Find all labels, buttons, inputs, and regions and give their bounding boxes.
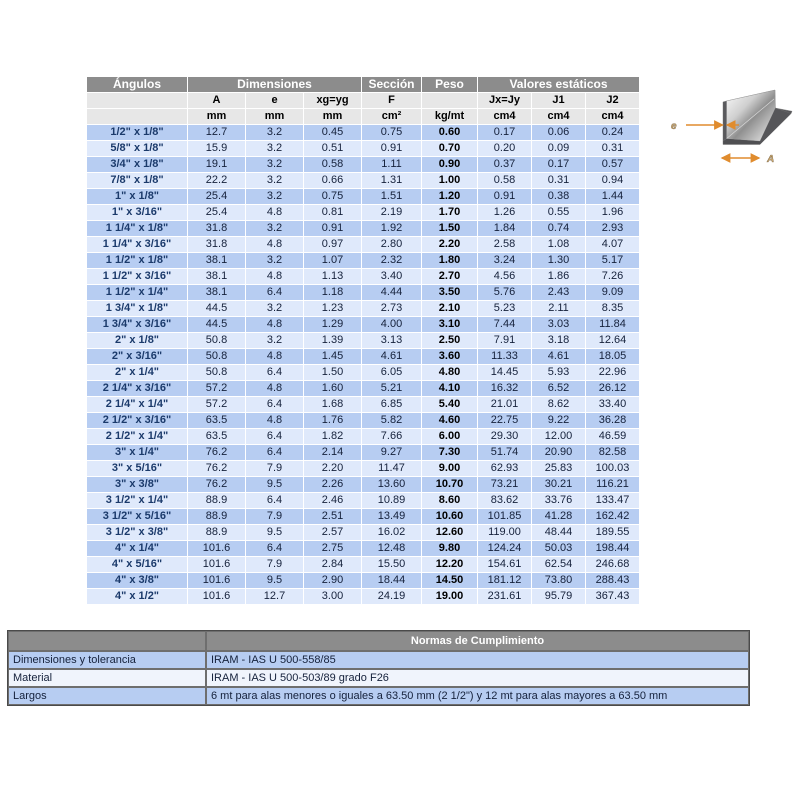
svg-text:A: A xyxy=(766,154,774,165)
svg-text:e: e xyxy=(671,121,677,132)
